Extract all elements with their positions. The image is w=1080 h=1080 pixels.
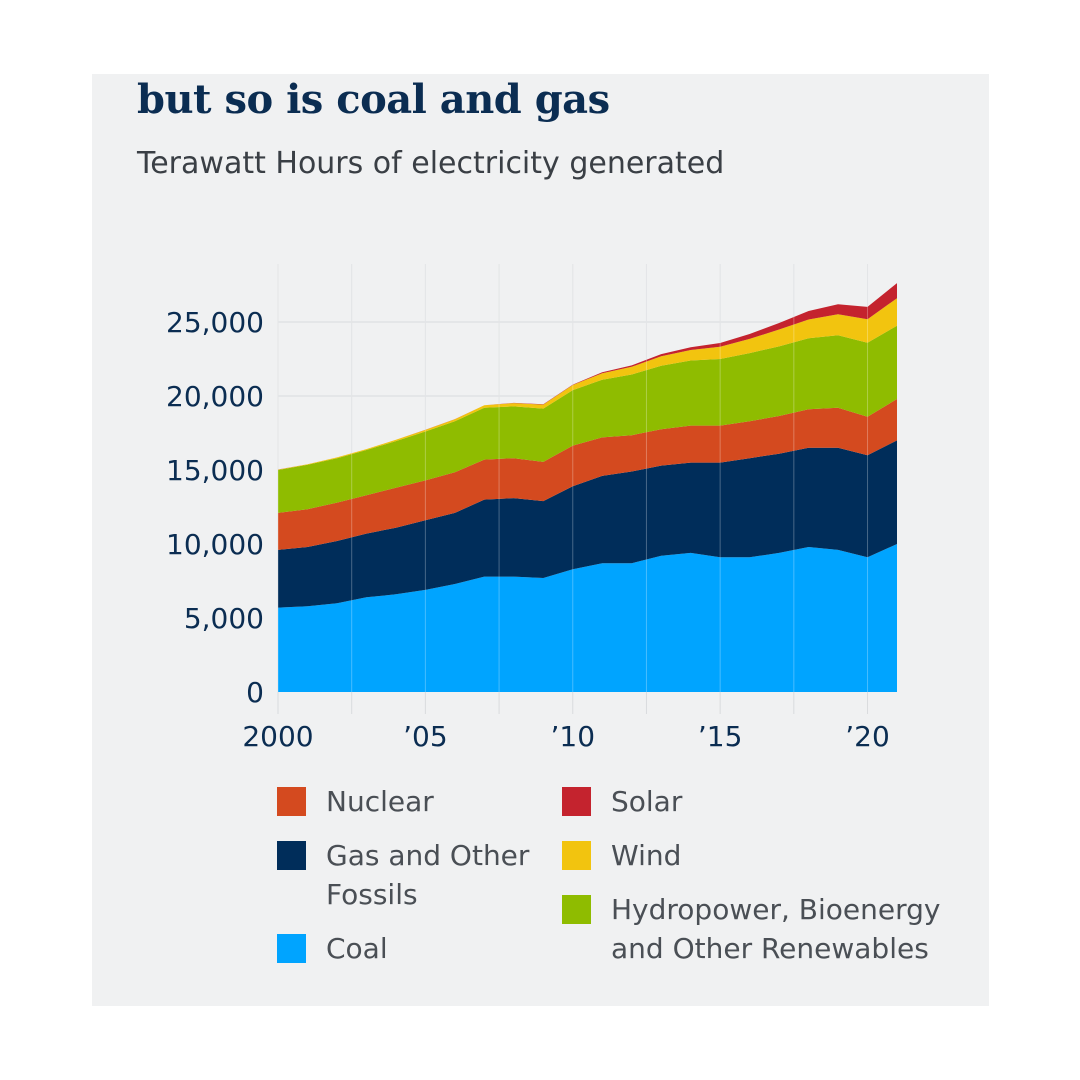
- area-series: [278, 283, 897, 692]
- legend-swatch-hydro: [562, 895, 591, 924]
- y-tick-label: 20,000: [166, 380, 264, 413]
- y-tick-label: 5,000: [184, 602, 264, 635]
- x-tick-label: 2000: [242, 720, 313, 753]
- vertical-grid-overlay: [277, 264, 869, 692]
- x-axis: 2000 ’05 ’10 ’15 ’20: [242, 720, 889, 753]
- legend-item-solar: Solar: [562, 785, 941, 821]
- legend-swatch-gas: [277, 841, 306, 870]
- legend-label-wind: Wind: [611, 839, 682, 872]
- area-coal: [278, 544, 897, 692]
- area-hydropower-bioenergy-and-other-renewables: [278, 325, 897, 513]
- legend-label-solar: Solar: [611, 785, 683, 818]
- x-tick-label: ’20: [845, 720, 890, 753]
- legend-item-hydro: Hydropower, Bioenergy and Other Renewabl…: [562, 893, 941, 968]
- x-tick-label: ’15: [698, 720, 743, 753]
- area-nuclear: [278, 399, 897, 550]
- y-tick-label: 10,000: [166, 528, 264, 561]
- legend-swatch-wind: [562, 841, 591, 870]
- legend-swatch-nuclear: [277, 787, 306, 816]
- area-gas-and-other-fossils: [278, 440, 897, 608]
- y-tick-label: 15,000: [166, 454, 264, 487]
- legend-swatch-coal: [277, 934, 306, 963]
- x-tick-label: ’05: [403, 720, 448, 753]
- legend-item-wind: Wind: [562, 839, 941, 875]
- y-axis: 0 5,000 10,000 15,000 20,000 25,000: [166, 306, 264, 709]
- area-wind: [278, 298, 897, 470]
- legend-item-coal: Coal: [277, 932, 546, 968]
- legend-item-nuclear: Nuclear: [277, 785, 546, 821]
- chart-title: but so is coal and gas: [137, 76, 610, 123]
- y-tick-label: 25,000: [166, 306, 264, 339]
- legend-swatch-solar: [562, 787, 591, 816]
- legend-item-gas: Gas and Other Fossils: [277, 839, 561, 914]
- legend-label-coal: Coal: [326, 932, 388, 965]
- x-tick-label: ’10: [550, 720, 595, 753]
- legend-label-hydro: Hydropower, Bioenergy and Other Renewabl…: [611, 893, 941, 965]
- legend-label-nuclear: Nuclear: [326, 785, 434, 818]
- legend-label-gas: Gas and Other Fossils: [326, 839, 530, 911]
- y-tick-label: 0: [246, 676, 264, 709]
- chart-subtitle: Terawatt Hours of electricity generated: [137, 146, 725, 181]
